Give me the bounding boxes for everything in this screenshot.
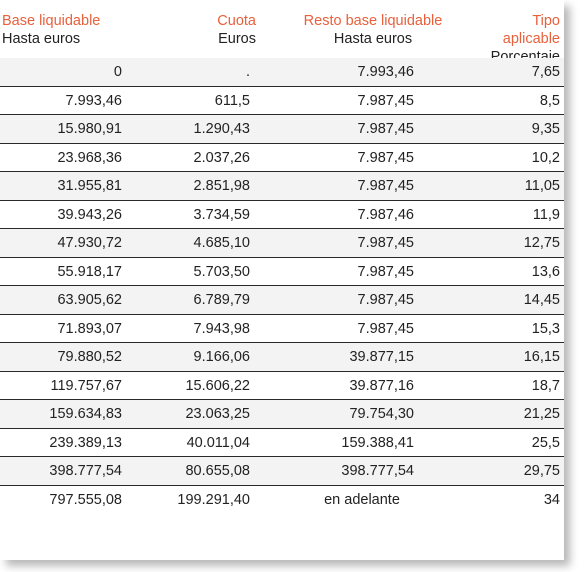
cell-cuota: 9.166,06 xyxy=(193,349,250,365)
cell-resto-base: 7.987,45 xyxy=(357,320,414,337)
cell-resto-base: 398.777,54 xyxy=(341,463,414,479)
cell-resto-base: 7.987,46 xyxy=(357,206,414,223)
cell-resto-base: 39.877,15 xyxy=(349,349,414,365)
cell-tipo-aplicable: 34 xyxy=(543,491,560,508)
header-resto-title: Resto base liquidable xyxy=(303,13,443,29)
cell-tipo-aplicable: 15,3 xyxy=(531,320,560,337)
header-cuota: Cuota Euros xyxy=(184,12,256,48)
header-cuota-sub: Euros xyxy=(218,31,256,47)
cell-base-liquidable: 0 xyxy=(113,64,122,80)
cell-tipo-aplicable: 14,45 xyxy=(523,292,560,308)
cell-base-liquidable: 31.955,81 xyxy=(57,178,122,194)
cell-cuota: 1.290,43 xyxy=(193,121,250,137)
cell-tipo-aplicable: 7,65 xyxy=(531,64,560,80)
table-row: 47.930,72 4.685,10 7.987,45 12,75 xyxy=(0,229,564,258)
cell-base-liquidable: 79.880,52 xyxy=(57,349,122,365)
cell-resto-base: 7.987,45 xyxy=(357,292,414,308)
table-row: 39.943,26 3.734,59 7.987,46 11,9 xyxy=(0,200,564,229)
cell-resto-base: 79.754,30 xyxy=(349,406,414,422)
cell-base-liquidable: 55.918,17 xyxy=(57,263,122,280)
cell-resto-base: 159.388,41 xyxy=(341,434,414,451)
header-base-sub: Hasta euros xyxy=(2,31,81,47)
cell-base-liquidable: 39.943,26 xyxy=(57,206,122,223)
cell-base-liquidable: 63.905,62 xyxy=(57,292,122,308)
table-row: 239.389,13 40.011,04 159.388,41 25,5 xyxy=(0,428,564,457)
table-row: 23.968,36 2.037,26 7.987,45 10,2 xyxy=(0,143,564,172)
cell-cuota: 6.789,79 xyxy=(193,292,250,308)
cell-base-liquidable: 119.757,67 xyxy=(50,377,123,394)
cell-cuota: 5.703,50 xyxy=(193,263,250,280)
cell-resto-base: 7.987,45 xyxy=(357,92,414,109)
cell-tipo-aplicable: 10,2 xyxy=(531,149,560,166)
table-row: 63.905,62 6.789,79 7.987,45 14,45 xyxy=(0,286,564,315)
cell-tipo-aplicable: 29,75 xyxy=(523,463,560,479)
cell-cuota: 15.606,22 xyxy=(185,377,250,394)
cell-tipo-aplicable: 13,6 xyxy=(531,263,560,280)
cell-resto-base: 7.987,45 xyxy=(357,235,414,251)
cell-cuota: . xyxy=(245,64,250,80)
cell-base-liquidable: 15.980,91 xyxy=(57,121,122,137)
cell-tipo-aplicable: 12,75 xyxy=(523,235,560,251)
cell-cuota: 3.734,59 xyxy=(193,206,250,223)
cell-tipo-aplicable: 21,25 xyxy=(523,406,560,422)
cell-resto-base: 7.993,46 xyxy=(357,64,414,80)
cell-tipo-aplicable: 16,15 xyxy=(523,349,560,365)
header-tipo-title: Tipo aplicable xyxy=(502,13,560,47)
tax-table: Base liquidable Hasta euros Cuota Euros … xyxy=(0,0,564,514)
header-cuota-title: Cuota xyxy=(217,13,256,29)
table-row: 71.893,07 7.943,98 7.987,45 15,3 xyxy=(0,314,564,343)
cell-cuota: 2.037,26 xyxy=(193,149,250,166)
cell-resto-base: 7.987,45 xyxy=(357,149,414,166)
cell-cuota: 199.291,40 xyxy=(177,491,250,508)
cell-tipo-aplicable: 25,5 xyxy=(531,434,560,451)
table-row: 31.955,81 2.851,98 7.987,45 11,05 xyxy=(0,172,564,201)
cell-resto-base: 39.877,16 xyxy=(349,377,414,394)
cell-cuota: 4.685,10 xyxy=(193,235,250,251)
cell-tipo-aplicable: 18,7 xyxy=(531,377,560,394)
table-row: 55.918,17 5.703,50 7.987,45 13,6 xyxy=(0,257,564,286)
cell-cuota: 7.943,98 xyxy=(193,320,250,337)
cell-base-liquidable: 47.930,72 xyxy=(57,235,122,251)
table-row: 79.880,52 9.166,06 39.877,15 16,15 xyxy=(0,343,564,372)
cell-resto-base: en adelante xyxy=(324,491,400,508)
cell-cuota: 611,5 xyxy=(214,92,250,109)
cell-base-liquidable: 797.555,08 xyxy=(49,491,122,508)
cell-base-liquidable: 7.993,46 xyxy=(65,92,122,109)
cell-base-liquidable: 159.634,83 xyxy=(49,406,122,422)
header-base-liquidable: Base liquidable Hasta euros xyxy=(2,12,100,48)
table-row: 15.980,91 1.290,43 7.987,45 9,35 xyxy=(0,115,564,144)
header-resto-sub: Hasta euros xyxy=(333,31,413,47)
header-resto-base: Resto base liquidable Hasta euros xyxy=(270,12,476,48)
cell-base-liquidable: 398.777,54 xyxy=(49,463,122,479)
cell-cuota: 23.063,25 xyxy=(185,406,250,422)
cell-base-liquidable: 71.893,07 xyxy=(57,320,122,337)
table-body: 0. 7.993,46 7,65 7.993,46 611,5 7.987,45 8,5 15… xyxy=(0,58,564,514)
cell-base-liquidable: 239.389,13 xyxy=(49,434,122,451)
table-row: 398.777,54 80.655,08 398.777,54 29,75 xyxy=(0,457,564,486)
table-header: Base liquidable Hasta euros Cuota Euros … xyxy=(0,0,564,65)
cell-resto-base: 7.987,45 xyxy=(357,178,414,194)
table-row: 797.555,08 199.291,40 en adelante 34 xyxy=(0,485,564,514)
table-row: 159.634,83 23.063,25 79.754,30 21,25 xyxy=(0,400,564,429)
cell-cuota: 2.851,98 xyxy=(193,178,250,194)
cell-cuota: 40.011,04 xyxy=(186,434,250,451)
cell-resto-base: 7.987,45 xyxy=(357,121,414,137)
cell-base-liquidable: 23.968,36 xyxy=(57,149,122,166)
cell-tipo-aplicable: 11,05 xyxy=(524,178,560,194)
cell-resto-base: 7.987,45 xyxy=(357,263,414,280)
table-row: 119.757,67 15.606,22 39.877,16 18,7 xyxy=(0,371,564,400)
cell-tipo-aplicable: 11,9 xyxy=(532,206,560,223)
table-row: 0. 7.993,46 7,65 xyxy=(0,58,564,87)
cell-tipo-aplicable: 9,35 xyxy=(531,121,560,137)
table-row: 7.993,46 611,5 7.987,45 8,5 xyxy=(0,86,564,115)
header-base-title: Base liquidable xyxy=(2,13,101,29)
cell-tipo-aplicable: 8,5 xyxy=(539,92,560,109)
cell-cuota: 80.655,08 xyxy=(185,463,250,479)
